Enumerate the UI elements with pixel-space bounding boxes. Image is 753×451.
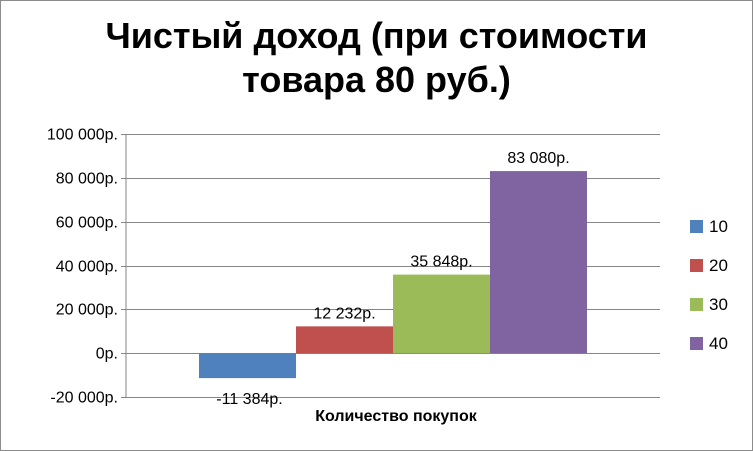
y-tick-label: 80 000р.	[56, 171, 118, 188]
data-label-30: 35 848р.	[410, 254, 472, 271]
legend-label-30: 30	[709, 295, 728, 314]
bar-40	[490, 171, 587, 354]
y-tick-label: 100 000р.	[47, 127, 118, 144]
legend-swatch-40	[690, 337, 703, 350]
legend-swatch-20	[690, 259, 703, 272]
chart-title: Чистый доход (при стоимости товара 80 ру…	[0, 14, 753, 102]
chart-title-line-1: Чистый доход (при стоимости	[105, 15, 648, 56]
bar-20	[296, 326, 393, 354]
legend-label-10: 10	[709, 217, 728, 236]
y-tick-label: 0р.	[96, 346, 118, 363]
chart-title-line-2: товара 80 руб.)	[242, 59, 511, 100]
bar-30	[393, 274, 490, 354]
x-axis-label: Количество покупок	[315, 408, 477, 425]
legend-swatch-10	[690, 220, 703, 233]
bars	[199, 171, 587, 379]
data-label-10: -11 384р.	[216, 391, 282, 408]
legend-swatch-30	[690, 298, 703, 311]
data-label-40: 83 080р.	[507, 150, 569, 167]
y-tick-label: 20 000р.	[56, 302, 118, 319]
legend-label-20: 20	[709, 256, 728, 275]
bar-10	[199, 353, 296, 379]
legend: 10 20 30 40	[690, 217, 728, 353]
data-labels: -11 384р. 12 232р. 35 848р. 83 080р.	[216, 150, 569, 408]
y-tick-label: 40 000р.	[56, 259, 118, 276]
y-tick-label: -20 000р.	[50, 390, 118, 407]
legend-label-40: 40	[709, 334, 728, 353]
y-tick-label: 60 000р.	[56, 215, 118, 232]
data-label-20: 12 232р.	[313, 305, 375, 322]
y-axis-ticks: 100 000р. 80 000р. 60 000р. 40 000р. 20 000р…	[47, 127, 118, 407]
